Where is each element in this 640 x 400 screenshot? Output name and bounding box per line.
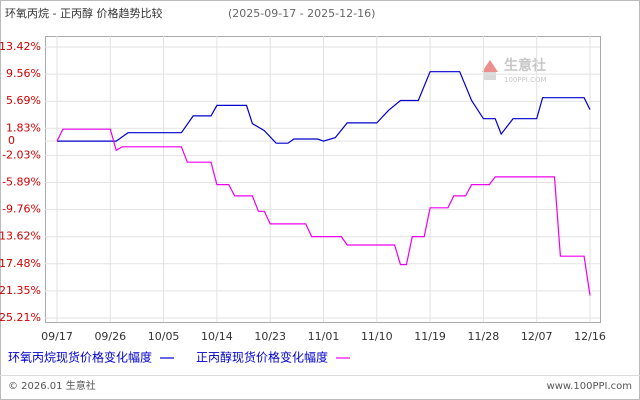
chart-subtitle: (2025-09-17 - 2025-12-16) [228,7,375,20]
y-tick-label: 0 [8,134,15,147]
x-tick-label: 09/17 [41,330,73,343]
x-tick-label: 11/10 [361,330,393,343]
series-line [56,128,591,296]
y-tick-label: 5.69% [6,94,41,107]
footer-left: © 2026.01 生意社 [8,379,96,392]
x-tick-label: 12/07 [521,330,553,343]
x-tick-label: 09/26 [94,330,126,343]
x-tick-label: 11/28 [468,330,500,343]
x-tick-label: 10/14 [201,330,233,343]
y-tick-label: 9.56% [6,67,41,80]
chart-title: 环氧丙烷 - 正丙醇 价格趋势比较 [5,6,162,20]
watermark-site: 100PPI.COM [504,76,547,84]
footer-right: www.100PPI.com [547,381,632,392]
legend-label: 环氧丙烷现货价格变化幅度 [8,350,152,365]
x-tick-label: 11/19 [414,330,446,343]
legend-label: 正丙醇现货价格变化幅度 [196,350,328,365]
y-tick-label: -21.35% [0,284,41,297]
y-tick-label: -25.21% [0,311,41,324]
watermark-name: 生意社 [504,57,546,74]
x-tick-label: 11/01 [308,330,340,343]
y-tick-label: -2.03% [2,148,41,161]
x-tick-label: 10/05 [148,330,180,343]
y-tick-label: -17.48% [0,257,41,270]
series-line [57,71,591,144]
y-tick-label: -13.62% [0,230,41,243]
x-tick-label: 12/16 [574,330,606,343]
watermark: 生意社 100PPI.COM [482,57,547,84]
y-tick-label: 13.42% [0,40,41,53]
y-tick-label: -5.89% [2,175,41,188]
watermark-logo [482,60,498,72]
x-tick-label: 10/23 [254,330,286,343]
watermark-logo-base [484,72,496,80]
y-tick-label: 1.83% [6,121,41,134]
y-tick-label: -9.76% [2,203,41,216]
